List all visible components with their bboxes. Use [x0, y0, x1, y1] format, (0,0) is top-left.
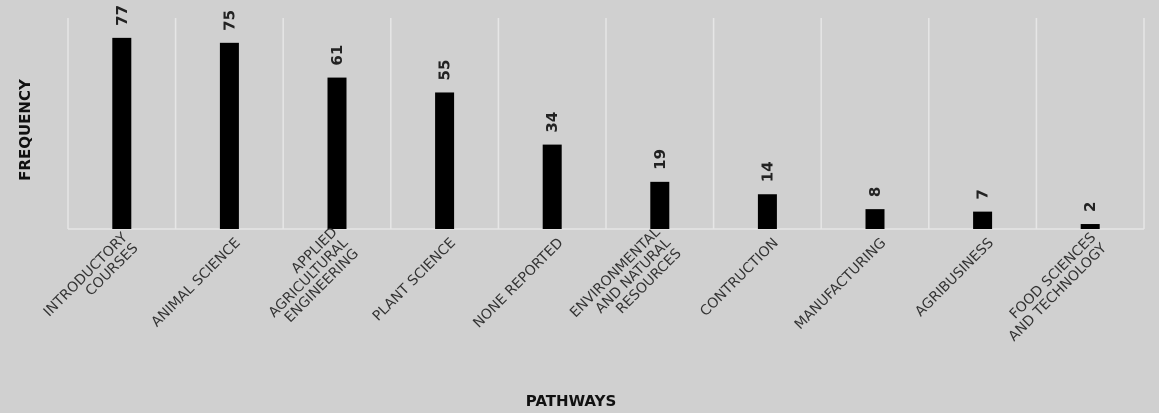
- bar: [327, 77, 347, 229]
- category-labels: INTRODUCTORYCOURSES ANIMAL SCIENCE APPLIED…: [41, 224, 1111, 344]
- category-label: ENVIRONMENTALAND NATURALRESOURCES: [567, 224, 685, 342]
- bar: [112, 37, 132, 229]
- grid-lines: [67, 18, 1145, 230]
- category-label: PLANT SCIENCE: [370, 235, 459, 324]
- bar: [219, 42, 239, 229]
- value-labels: 77 75 61 55 34 19 14 8 7 2: [113, 5, 1099, 212]
- category-label: NONE REPORTED: [470, 235, 566, 331]
- data-label: 2: [1081, 202, 1099, 212]
- category-label: AGRIBUSINESS: [912, 235, 997, 320]
- data-label: 61: [328, 45, 346, 66]
- x-axis-title: PATHWAYS: [526, 392, 617, 410]
- bar: [757, 194, 777, 229]
- bars: [112, 37, 1100, 230]
- category-label: FOOD SCIENCESAND TECHNOLOGY: [995, 229, 1110, 344]
- bar: [435, 92, 455, 230]
- data-label: 55: [436, 60, 454, 81]
- category-label: APPLIEDAGRICULTURALENGINEERING: [255, 224, 362, 331]
- data-label: 34: [543, 112, 561, 133]
- data-label: 8: [866, 187, 884, 197]
- bar: [542, 144, 562, 229]
- bar: [1080, 224, 1100, 229]
- data-label: 19: [651, 149, 669, 170]
- data-label: 14: [758, 161, 776, 182]
- data-label: 75: [220, 10, 238, 31]
- category-label: MANUFACTURING: [792, 235, 890, 333]
- category-label: INTRODUCTORYCOURSES: [41, 229, 142, 330]
- bar: [973, 211, 993, 229]
- bar: [650, 181, 670, 229]
- category-label: ANIMAL SCIENCE: [148, 235, 243, 330]
- y-axis-title: FREQUENCY: [16, 78, 34, 181]
- data-label: 7: [974, 189, 992, 199]
- category-label: CONTRUCTION: [697, 235, 782, 320]
- data-label: 77: [113, 5, 131, 26]
- bar: [865, 209, 885, 229]
